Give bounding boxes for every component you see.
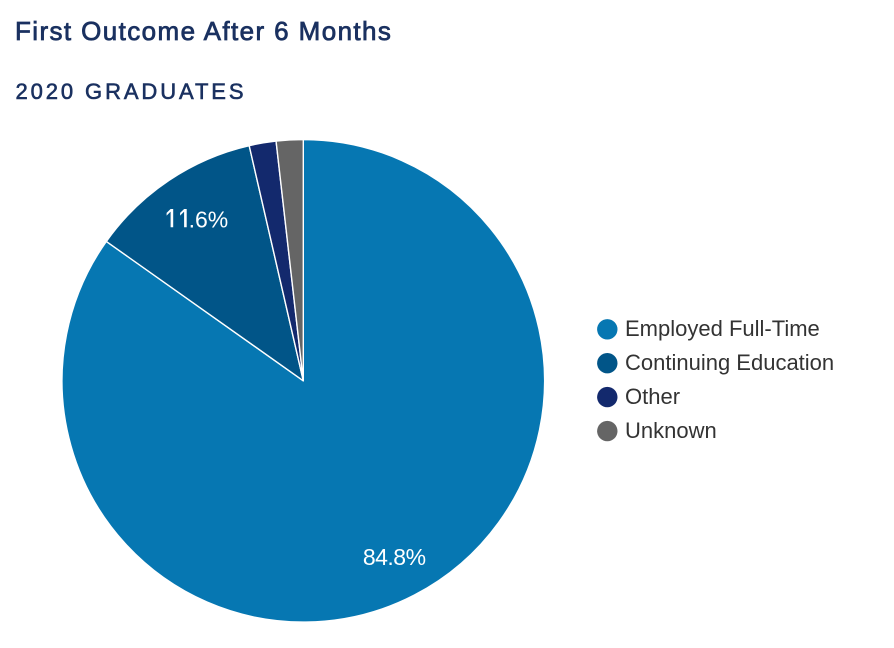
svg-text:First Outcome After 6 Months: First Outcome After 6 Months (15, 16, 392, 46)
svg-text:84.8%: 84.8% (363, 544, 426, 570)
svg-text:Continuing Education: Continuing Education (625, 350, 834, 375)
svg-text:.6%: .6% (189, 206, 229, 232)
svg-text:Unknown: Unknown (625, 418, 717, 443)
svg-text:Other: Other (625, 384, 680, 409)
svg-text:Employed Full-Time: Employed Full-Time (625, 316, 820, 341)
svg-text:2020 GRADUATES: 2020 GRADUATES (16, 79, 247, 104)
